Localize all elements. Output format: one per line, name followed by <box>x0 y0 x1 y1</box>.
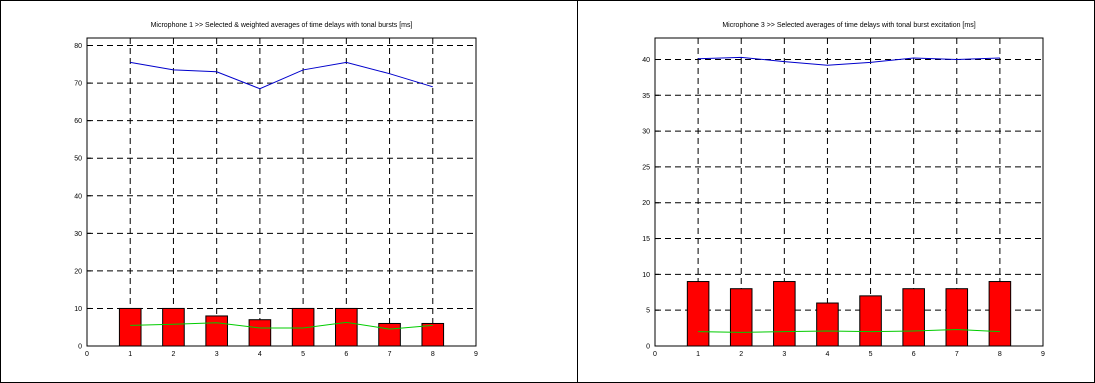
y-tick-label: 15 <box>642 236 650 243</box>
x-tick-label: 8 <box>431 351 435 358</box>
bar <box>988 281 1012 347</box>
x-tick-label: 5 <box>869 351 873 358</box>
y-tick-label: 30 <box>74 231 82 238</box>
bar <box>902 288 925 347</box>
x-tick-label: 0 <box>653 351 657 358</box>
x-tick-label: 0 <box>85 351 89 358</box>
bar <box>118 307 142 347</box>
bar <box>378 322 401 347</box>
bar <box>335 307 358 347</box>
bar <box>773 281 796 347</box>
series-line <box>698 329 1000 333</box>
plot-area <box>654 37 1044 347</box>
y-tick-label: 20 <box>642 200 650 207</box>
bar <box>729 288 753 347</box>
bar <box>859 295 882 347</box>
y-tick-label: 25 <box>642 164 650 171</box>
plot-area <box>86 37 477 347</box>
plot-border <box>654 37 1044 347</box>
y-tick-label: 5 <box>646 308 650 315</box>
y-tick-label: 0 <box>646 344 650 351</box>
x-tick-label: 6 <box>344 351 348 358</box>
x-tick-label: 4 <box>258 351 262 358</box>
x-tick-label: 2 <box>171 351 175 358</box>
bar <box>945 288 969 347</box>
y-tick-label: 40 <box>74 193 82 200</box>
x-tick-label: 9 <box>474 351 478 358</box>
chart-title: Microphone 3 >> Selected averages of tim… <box>722 22 975 29</box>
bar <box>421 322 445 347</box>
x-tick-label: 2 <box>739 351 743 358</box>
bar <box>162 307 185 347</box>
x-tick-label: 5 <box>301 351 305 358</box>
x-tick-label: 9 <box>1041 351 1045 358</box>
x-tick-label: 3 <box>782 351 786 358</box>
y-tick-label: 10 <box>642 272 650 279</box>
x-tick-label: 3 <box>215 351 219 358</box>
y-tick-label: 40 <box>642 57 650 64</box>
x-tick-label: 1 <box>696 351 700 358</box>
y-tick-label: 80 <box>74 43 82 50</box>
x-tick-label: 7 <box>388 351 392 358</box>
x-tick-label: 1 <box>128 351 132 358</box>
panel-divider <box>577 0 578 383</box>
bar <box>816 302 839 347</box>
series-line <box>698 56 1000 66</box>
y-tick-label: 50 <box>74 156 82 163</box>
y-tick-label: 30 <box>642 129 650 136</box>
y-tick-label: 20 <box>74 268 82 275</box>
chart-microphone-3: Microphone 3 >> Selected averages of tim… <box>642 22 1045 358</box>
x-tick-label: 8 <box>998 351 1002 358</box>
bar <box>205 315 228 347</box>
series-line <box>130 61 433 90</box>
chart-title: Microphone 1 >> Selected & weighted aver… <box>151 22 413 29</box>
bar <box>248 319 272 347</box>
y-tick-label: 10 <box>74 306 82 313</box>
plot-border <box>86 37 477 347</box>
bar <box>686 281 710 347</box>
y-tick-label: 0 <box>78 344 82 351</box>
y-tick-label: 35 <box>642 93 650 100</box>
y-tick-label: 70 <box>74 81 82 88</box>
x-tick-label: 7 <box>955 351 959 358</box>
series-line <box>130 321 433 330</box>
chart-microphone-1: Microphone 1 >> Selected & weighted aver… <box>74 22 478 358</box>
x-tick-label: 4 <box>825 351 829 358</box>
y-tick-label: 60 <box>74 118 82 125</box>
x-tick-label: 6 <box>912 351 916 358</box>
